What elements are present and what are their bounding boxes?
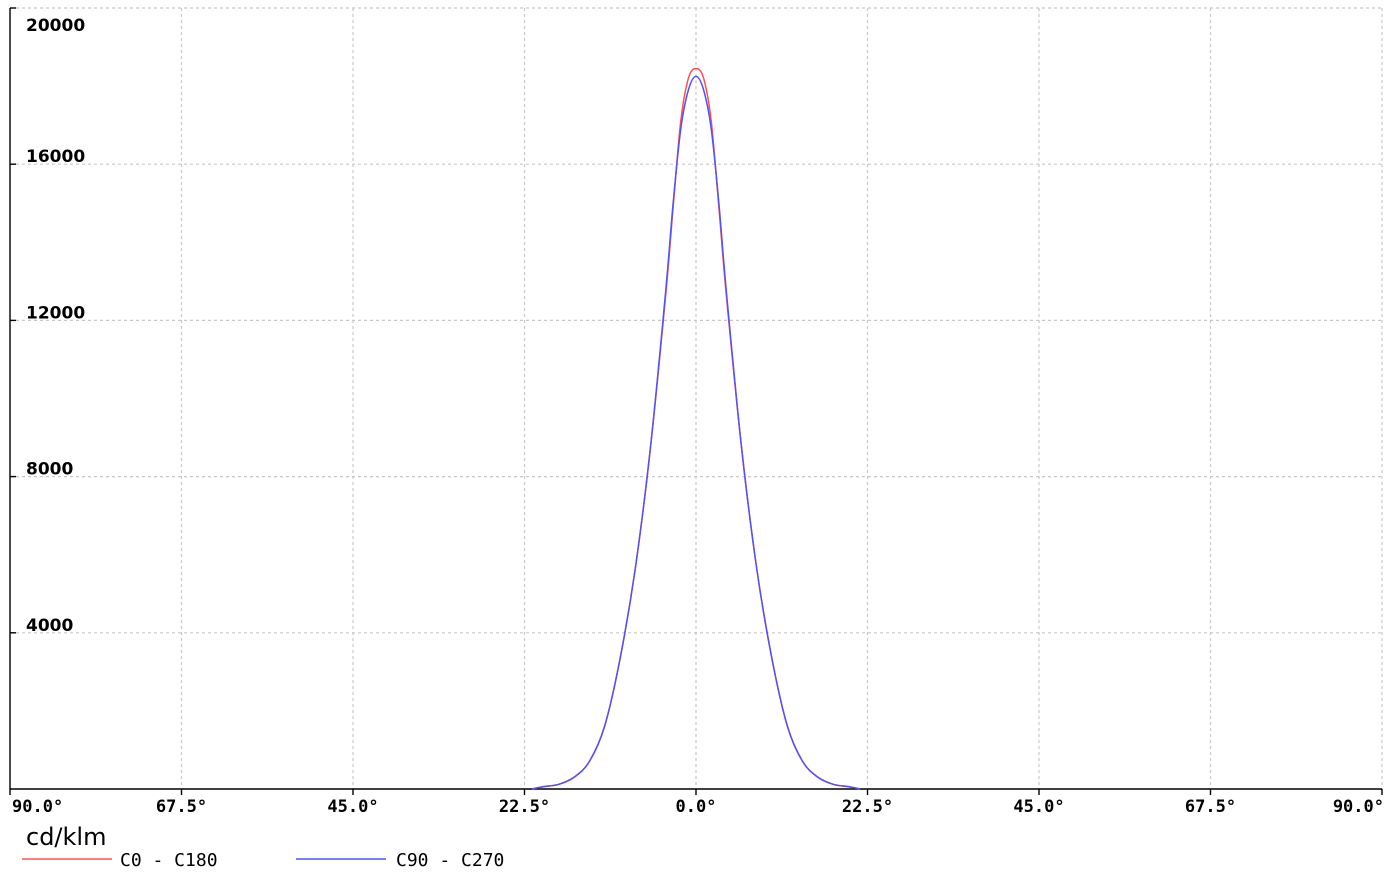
x-tick-label: 22.5° [842,797,893,817]
legend-item-2: C90 - C270 [296,850,504,871]
x-tick-label: 45.0° [1013,797,1064,817]
legend-label: C90 - C270 [396,850,504,871]
x-tick-label: 67.5° [156,797,207,817]
x-tick-label: 90.0° [12,797,63,817]
legend-item-1: C0 - C180 [22,850,218,871]
series-lines [531,67,861,790]
y-tick-label: 20000 [26,16,85,36]
y-tick-labels: 20000 16000 12000 8000 4000 [26,16,85,636]
x-tick-labels: 90.0° 67.5° 45.0° 22.5° 0.0° 22.5° 45.0° 67.5° 9… [12,797,1384,817]
y-unit-label: cd/klm [26,823,106,851]
x-tick-label: 90.0° [1333,797,1384,817]
y-tick-label: 4000 [26,616,73,636]
axes [9,7,1383,795]
grid [10,7,1383,789]
series-line-2 [531,75,861,790]
y-tick-label: 16000 [26,147,85,167]
x-tick-label: 22.5° [499,797,550,817]
y-tick-label: 12000 [26,303,85,323]
legend-label: C0 - C180 [120,850,218,871]
y-tick-label: 8000 [26,460,73,480]
x-tick-label: 45.0° [327,797,378,817]
legend: C0 - C180 C90 - C270 [22,850,504,871]
x-tick-label: 0.0° [676,797,717,817]
x-tick-label: 67.5° [1185,797,1236,817]
